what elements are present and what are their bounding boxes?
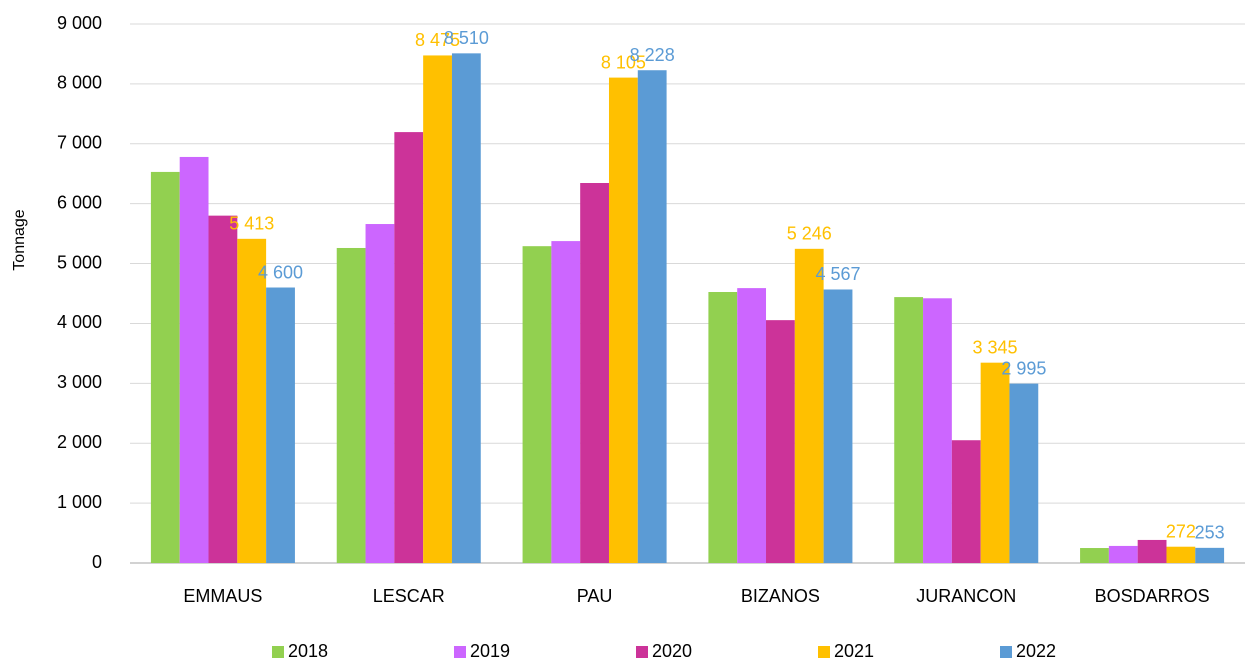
data-label: 5 246	[787, 224, 832, 244]
bar	[1009, 383, 1039, 563]
bar	[1195, 547, 1225, 563]
bar	[708, 292, 738, 563]
bar	[365, 224, 395, 564]
x-tick-label: PAU	[577, 586, 613, 606]
y-axis-title: Tonnage	[11, 209, 28, 270]
legend-swatch	[636, 646, 648, 658]
legend-swatch	[1000, 646, 1012, 658]
x-tick-label: EMMAUS	[183, 586, 262, 606]
bar	[1108, 545, 1138, 563]
data-label: 253	[1195, 523, 1225, 543]
bar	[179, 156, 209, 563]
bar	[737, 288, 767, 563]
bar	[150, 171, 180, 564]
bar	[336, 247, 366, 564]
bar	[823, 289, 853, 563]
bar	[423, 55, 452, 564]
bar	[980, 362, 1010, 563]
bar	[266, 287, 295, 563]
bar	[522, 246, 552, 563]
legend-label: 2022	[1016, 641, 1056, 661]
bar	[208, 215, 238, 563]
bar	[580, 183, 609, 563]
y-tick-label: 0	[92, 552, 102, 572]
bar	[608, 77, 638, 563]
bar	[1080, 548, 1109, 563]
bar	[1137, 539, 1167, 563]
bar	[394, 132, 424, 564]
y-tick-label: 4 000	[57, 312, 102, 332]
data-label: 272	[1166, 521, 1196, 541]
y-tick-label: 2 000	[57, 432, 102, 452]
data-label: 4 567	[816, 264, 861, 284]
bar	[923, 298, 952, 563]
bar	[766, 320, 795, 563]
legend-label: 2018	[288, 641, 328, 661]
data-label: 8 510	[444, 28, 489, 48]
bar	[551, 241, 581, 563]
legend-label: 2020	[652, 641, 692, 661]
data-label: 8 228	[630, 45, 675, 65]
data-label: 2 995	[1001, 358, 1046, 378]
x-tick-label: BIZANOS	[741, 586, 820, 606]
legend-label: 2019	[470, 641, 510, 661]
data-label: 8 105	[601, 52, 646, 72]
y-tick-label: 7 000	[57, 133, 102, 153]
y-tick-label: 9 000	[57, 13, 102, 33]
legend-swatch	[818, 646, 830, 658]
y-tick-label: 8 000	[57, 73, 102, 93]
x-tick-label: LESCAR	[373, 586, 445, 606]
legend-swatch	[454, 646, 466, 658]
bar	[637, 70, 667, 563]
bar	[237, 238, 267, 563]
bar	[894, 297, 924, 563]
data-label: 8 475	[415, 30, 460, 50]
legend-label: 2021	[834, 641, 874, 661]
bar	[1166, 546, 1196, 563]
y-tick-label: 3 000	[57, 372, 102, 392]
bar	[451, 53, 481, 564]
legend-swatch	[272, 646, 284, 658]
bar	[794, 248, 824, 564]
bar	[951, 440, 981, 563]
x-tick-label: BOSDARROS	[1095, 586, 1210, 606]
y-tick-label: 6 000	[57, 192, 102, 212]
y-tick-label: 5 000	[57, 252, 102, 272]
data-label: 3 345	[973, 337, 1018, 357]
y-tick-label: 1 000	[57, 492, 102, 512]
x-tick-label: JURANCON	[916, 586, 1016, 606]
data-label: 4 600	[258, 262, 303, 282]
data-label: 5 413	[229, 214, 274, 234]
